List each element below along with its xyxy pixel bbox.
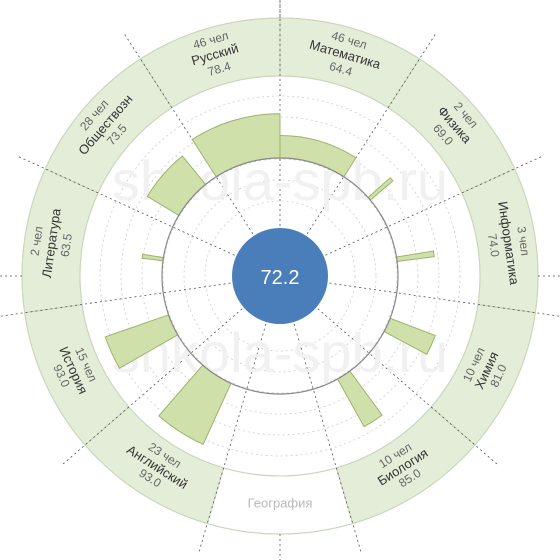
sector-score-label: 74.0 bbox=[485, 233, 502, 258]
sector-divider bbox=[279, 275, 363, 555]
grid-circle bbox=[99, 95, 461, 457]
sector-score-label: 78.4 bbox=[206, 59, 233, 79]
sector-divider bbox=[279, 275, 560, 317]
sector-divider bbox=[279, 275, 500, 467]
sector-divider bbox=[0, 275, 281, 317]
sector-subject-label: География bbox=[248, 495, 313, 510]
inner-baseline-circle bbox=[161, 157, 399, 395]
sector-score-label: 64.4 bbox=[328, 59, 355, 79]
sector-count-label: 3 чел bbox=[514, 225, 532, 256]
sector-count-label: 2 чел bbox=[28, 225, 46, 256]
sector-divider bbox=[279, 155, 544, 277]
sector-divider bbox=[279, 31, 438, 277]
grid-circle bbox=[120, 116, 440, 436]
center-average-value: 72.2 bbox=[261, 267, 300, 289]
sector-divider bbox=[197, 275, 281, 555]
sector-score-label: 63.5 bbox=[58, 232, 75, 257]
sector-divider bbox=[16, 155, 281, 277]
grid-circle bbox=[204, 200, 356, 352]
center-average-circle bbox=[232, 228, 328, 324]
sector-divider bbox=[60, 275, 281, 467]
bars-layer bbox=[104, 113, 436, 446]
